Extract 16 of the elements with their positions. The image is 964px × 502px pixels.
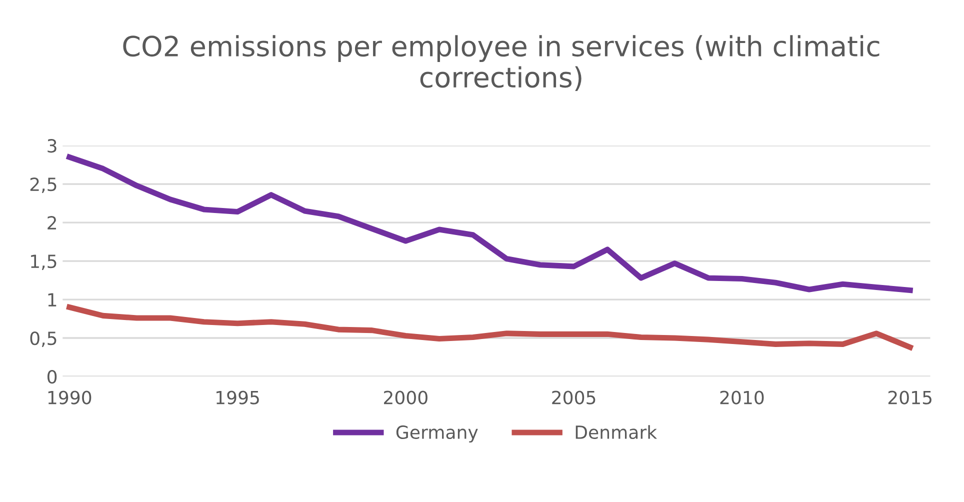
x-tick-label: 1995 — [216, 390, 259, 404]
y-tick-label: 2 — [48, 216, 56, 230]
chart-title: CO2 emissions per employee in services (with climatic corrections) — [123, 35, 880, 92]
legend-label: Germany — [396, 425, 478, 443]
y-tick-label: 0 — [48, 370, 57, 384]
x-tick-label: 2015 — [888, 390, 932, 404]
y-tick-label: 1,5 — [31, 254, 56, 270]
x-tick-label: 1990 — [48, 390, 92, 404]
y-tick-label: 0,5 — [30, 331, 56, 347]
y-tick-label: 2,5 — [30, 178, 56, 194]
y-tick-label: 3 — [48, 139, 56, 153]
x-tick-label: 2000 — [384, 390, 428, 404]
y-tick-label: 1 — [48, 293, 56, 306]
x-tick-label: 2010 — [720, 390, 764, 404]
legend-label: Denmark — [576, 425, 658, 440]
x-tick-label: 2005 — [552, 390, 596, 404]
